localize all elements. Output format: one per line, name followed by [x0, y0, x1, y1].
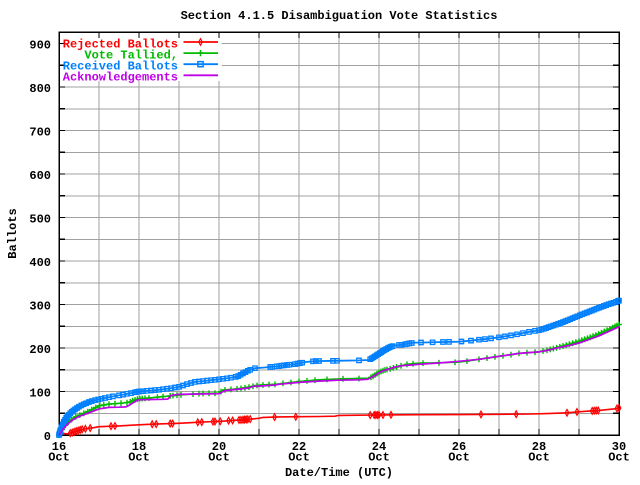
svg-text:Oct: Oct [368, 450, 390, 464]
svg-text:16: 16 [52, 440, 66, 454]
svg-text:22: 22 [292, 440, 306, 454]
svg-text:20: 20 [212, 440, 226, 454]
svg-text:200: 200 [29, 343, 51, 357]
svg-text:500: 500 [29, 213, 51, 227]
svg-text:600: 600 [29, 169, 51, 183]
svg-text:0: 0 [44, 430, 51, 444]
svg-text:Acknowledgements: Acknowledgements [63, 71, 178, 85]
svg-text:800: 800 [29, 82, 51, 96]
svg-text:Oct: Oct [608, 450, 630, 464]
svg-text:Oct: Oct [48, 450, 70, 464]
svg-text:400: 400 [29, 256, 51, 270]
svg-text:300: 300 [29, 300, 51, 314]
svg-text:100: 100 [29, 387, 51, 401]
svg-text:Ballots: Ballots [6, 208, 20, 258]
svg-text:24: 24 [372, 440, 386, 454]
svg-text:Rejected Ballots: Rejected Ballots [63, 37, 178, 51]
svg-text:700: 700 [29, 126, 51, 140]
svg-text:26: 26 [452, 440, 466, 454]
svg-text:Vote Tallied,: Vote Tallied, [84, 48, 178, 62]
svg-text:Oct: Oct [288, 450, 310, 464]
svg-text:18: 18 [132, 440, 146, 454]
svg-text:Oct: Oct [528, 450, 550, 464]
svg-text:Section 4.1.5 Disambiguation V: Section 4.1.5 Disambiguation Vote Statis… [181, 9, 498, 23]
svg-text:30: 30 [612, 440, 626, 454]
svg-text:Date/Time (UTC): Date/Time (UTC) [285, 466, 393, 480]
svg-text:28: 28 [532, 440, 546, 454]
svg-text:Received Ballots: Received Ballots [63, 60, 178, 74]
svg-text:Oct: Oct [128, 450, 150, 464]
svg-text:Oct: Oct [448, 450, 470, 464]
svg-text:Oct: Oct [208, 450, 230, 464]
svg-text:900: 900 [29, 39, 51, 53]
